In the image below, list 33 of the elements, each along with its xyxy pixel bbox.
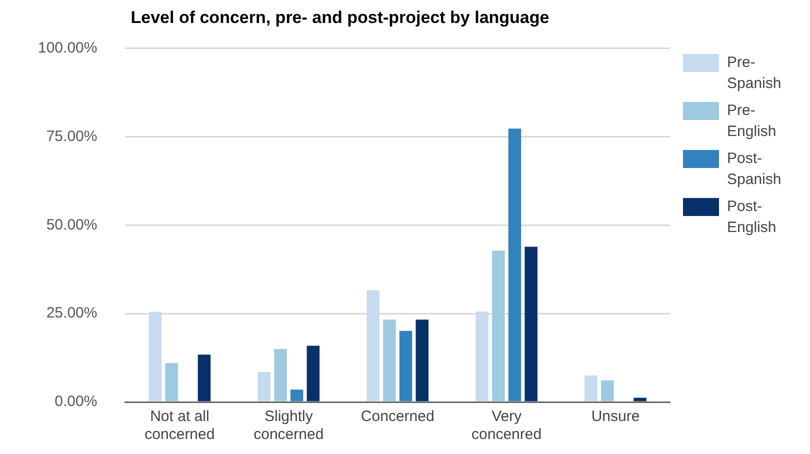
bar [416, 320, 428, 402]
bar [492, 250, 505, 402]
bar [584, 375, 598, 402]
y-tick-label: 25.00% [46, 304, 98, 322]
bar [198, 354, 211, 402]
bar [258, 372, 271, 402]
bar [524, 246, 538, 402]
bar [634, 398, 646, 402]
bar [383, 320, 396, 402]
bar [399, 330, 412, 402]
y-tick-label: 50.00% [46, 216, 98, 234]
bar [476, 311, 488, 402]
legend-label: Pre-Spanish [727, 53, 782, 94]
bar [508, 128, 522, 402]
bar [148, 312, 162, 402]
x-tick-label: Unsure [591, 408, 640, 426]
bar [306, 346, 320, 402]
bar [165, 363, 178, 402]
y-tick-label: 0.00% [54, 393, 98, 410]
x-tick-label: Slightly concerned [254, 408, 324, 444]
legend-label: Post-English [727, 197, 778, 238]
x-tick-label: Concerned [360, 408, 434, 426]
chart-title: Level of concern, pre- and post-project by language [130, 8, 550, 27]
x-tick-label: Not at all concerned [144, 408, 215, 444]
bar [600, 380, 614, 402]
y-tick-label: 75.00% [46, 128, 98, 145]
y-tick-label: 100.00% [38, 40, 98, 57]
x-tick-label: Very concenred [472, 408, 542, 444]
legend-label: Pre-English [727, 101, 778, 142]
bar [366, 290, 380, 402]
legend-label: Post-Spanish [727, 149, 782, 190]
bar [274, 348, 287, 402]
bar [290, 390, 304, 402]
